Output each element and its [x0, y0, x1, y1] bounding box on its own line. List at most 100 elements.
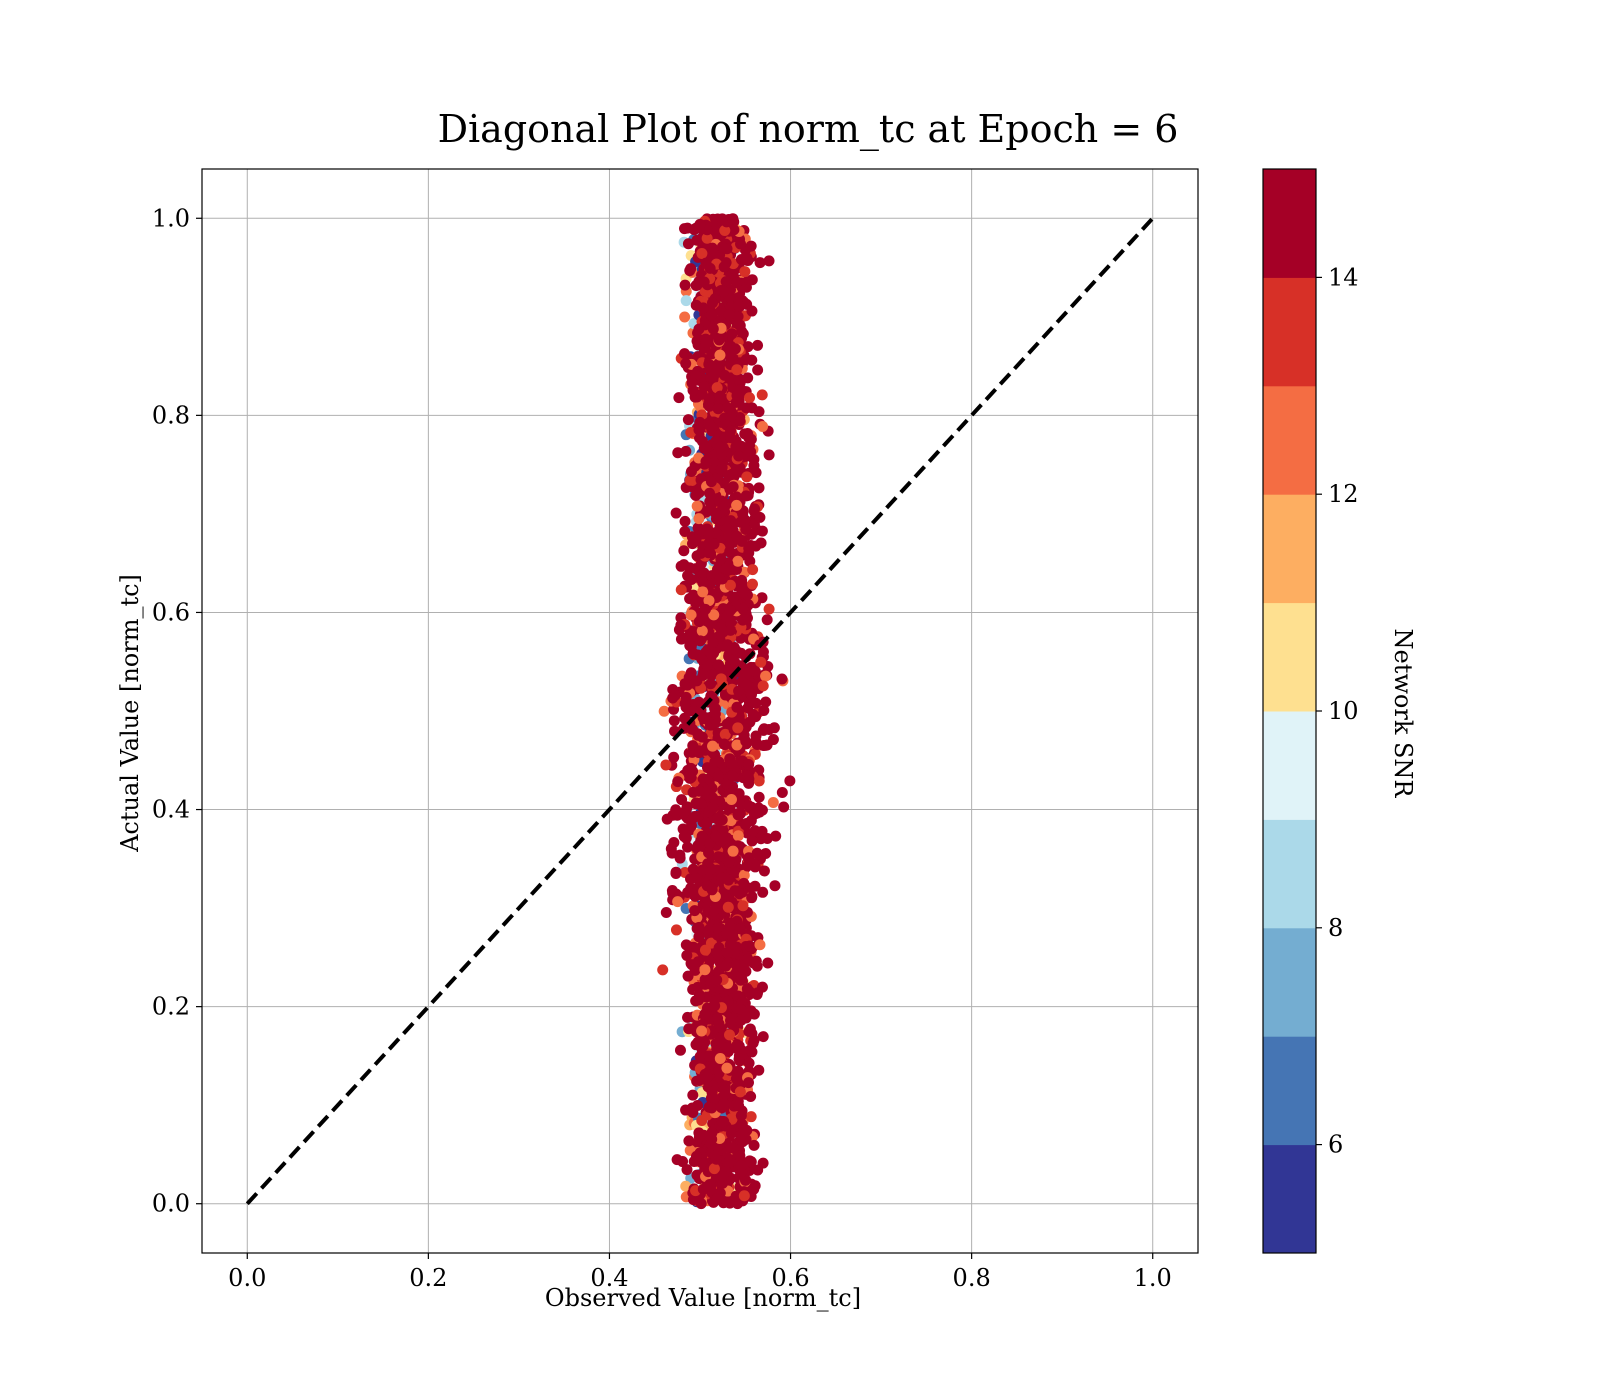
- x-axis-label: Observed Value [norm_tc]: [545, 1284, 861, 1312]
- colorbar-tick-label: 12: [1328, 480, 1359, 508]
- scatter-point: [710, 831, 722, 843]
- scatter-point: [751, 807, 763, 819]
- scatter-point: [763, 603, 775, 615]
- scatter-point: [712, 1012, 724, 1024]
- scatter-point: [731, 499, 743, 511]
- scatter-point: [696, 1025, 708, 1037]
- scatter-point: [672, 896, 684, 908]
- scatter-point: [706, 297, 718, 309]
- scatter-point: [702, 547, 714, 559]
- scatter-point: [696, 247, 708, 259]
- scatter-point: [703, 1050, 715, 1062]
- colorbar-tick-label: 14: [1328, 263, 1359, 291]
- scatter-point: [758, 865, 770, 877]
- scatter-point: [694, 635, 706, 647]
- scatter-point: [750, 711, 762, 723]
- scatter-point: [705, 678, 717, 690]
- scatter-point: [767, 796, 779, 808]
- scatter-point: [746, 305, 758, 317]
- scatter-point: [754, 939, 766, 951]
- scatter-point: [738, 877, 750, 889]
- scatter-point: [734, 415, 746, 427]
- scatter-point: [750, 467, 762, 479]
- scatter-point: [755, 656, 767, 668]
- scatter-point: [678, 807, 690, 819]
- scatter-point: [718, 1098, 730, 1110]
- scatter-point: [731, 701, 743, 713]
- scatter-point: [681, 679, 693, 691]
- scatter-point: [705, 1179, 717, 1191]
- scatter-point: [738, 1190, 750, 1202]
- scatter-point: [757, 420, 769, 432]
- scatter-point: [685, 609, 697, 621]
- scatter-point: [670, 507, 682, 519]
- scatter-point: [674, 1044, 686, 1056]
- scatter-point: [739, 266, 751, 278]
- scatter-point: [733, 450, 745, 462]
- scatter-point: [752, 339, 764, 351]
- scatter-point: [743, 759, 755, 771]
- scatter-point: [682, 414, 694, 426]
- scatter-point: [667, 692, 679, 704]
- scatter-point: [727, 213, 739, 225]
- scatter-point: [733, 300, 745, 312]
- scatter-point: [679, 311, 691, 323]
- scatter-point: [681, 1164, 693, 1176]
- scatter-point: [733, 685, 745, 697]
- scatter-point: [690, 1150, 702, 1162]
- scatter-point: [685, 466, 697, 478]
- scatter-point: [700, 337, 712, 349]
- scatter-point: [732, 310, 744, 322]
- scatter-point: [691, 1169, 703, 1181]
- scatter-point: [706, 1133, 718, 1145]
- scatter-point: [753, 482, 765, 494]
- scatter-points: [657, 213, 796, 1210]
- scatter-point: [744, 555, 756, 567]
- scatter-point: [724, 920, 736, 932]
- scatter-point: [696, 653, 708, 665]
- scatter-point: [740, 735, 752, 747]
- scatter-point: [666, 847, 678, 859]
- scatter-point: [724, 348, 736, 360]
- scatter-point: [687, 863, 699, 875]
- scatter-point: [735, 1160, 747, 1172]
- scatter-point: [712, 812, 724, 824]
- scatter-point: [718, 285, 730, 297]
- scatter-point: [680, 832, 692, 844]
- scatter-point: [734, 888, 746, 900]
- scatter-point: [695, 1198, 707, 1210]
- scatter-point: [668, 715, 680, 727]
- colorbar-ticks: 6 8 10 12 14: [1316, 263, 1359, 1159]
- scatter-point: [703, 487, 715, 499]
- scatter-point: [744, 1155, 756, 1167]
- scatter-point: [701, 1071, 713, 1083]
- scatter-point: [699, 1008, 711, 1020]
- scatter-point: [699, 964, 711, 976]
- scatter-point: [741, 471, 753, 483]
- scatter-point: [678, 223, 690, 235]
- scatter-point: [724, 1197, 736, 1209]
- scatter-point: [687, 812, 699, 824]
- scatter-point: [707, 905, 719, 917]
- colorbar-tick-label: 10: [1328, 697, 1359, 725]
- y-tick-label: 0.2: [152, 993, 190, 1021]
- scatter-point: [751, 847, 763, 859]
- scatter-point: [725, 1127, 737, 1139]
- scatter-point: [732, 830, 744, 842]
- scatter-point: [743, 1026, 755, 1038]
- scatter-point: [776, 786, 788, 798]
- scatter-point: [742, 341, 754, 353]
- scatter-point: [698, 276, 710, 288]
- scatter-point: [753, 1064, 765, 1076]
- scatter-point: [738, 1123, 750, 1135]
- scatter-point: [740, 1011, 752, 1023]
- scatter-point: [748, 1183, 760, 1195]
- scatter-point: [690, 490, 702, 502]
- scatter-point: [699, 944, 711, 956]
- scatter-point: [693, 931, 705, 943]
- scatter-point: [738, 869, 750, 881]
- scatter-point: [693, 785, 705, 797]
- scatter-point: [752, 1164, 764, 1176]
- scatter-point: [713, 659, 725, 671]
- scatter-point: [693, 1074, 705, 1086]
